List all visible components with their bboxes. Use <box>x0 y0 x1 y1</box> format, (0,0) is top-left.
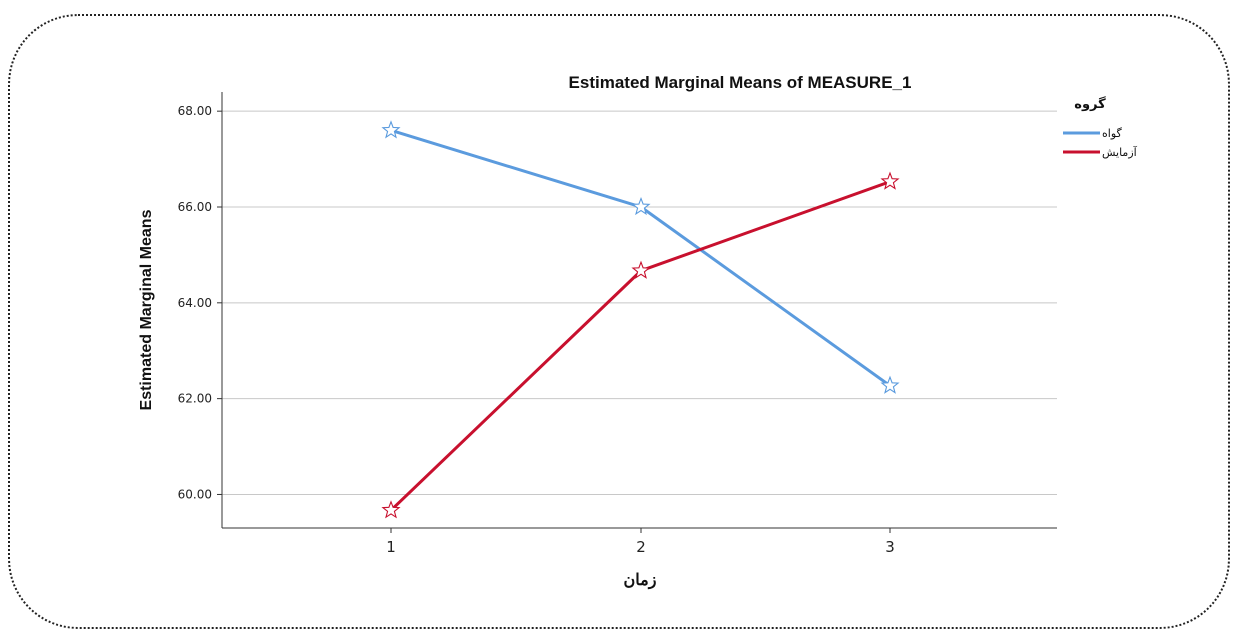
data-point-star <box>880 171 900 190</box>
chart-title: Estimated Marginal Means of MEASURE_1 <box>569 73 912 92</box>
legend-title: گروه <box>1074 96 1106 112</box>
x-tick-label: 3 <box>885 538 895 556</box>
series-line-1 <box>390 128 891 387</box>
y-axis-label: Estimated Marginal Means <box>138 209 155 410</box>
data-point-star <box>880 375 900 394</box>
y-tick-label: 66.00 <box>178 200 212 214</box>
y-tick-label: 68.00 <box>178 104 212 118</box>
x-tick-label: 1 <box>386 538 396 556</box>
data-point-star <box>631 196 651 216</box>
y-tick-label: 62.00 <box>178 392 212 406</box>
legend-label-2: آزمایش <box>1102 145 1138 159</box>
y-axis-ticks: 60.00 62.00 64.00 66.00 68.00 <box>178 104 222 501</box>
series-group <box>381 120 900 519</box>
legend-label-1: گواه <box>1102 127 1123 140</box>
legend: گروه گواه آزمایش <box>1063 96 1138 159</box>
data-point-star <box>381 120 401 139</box>
x-axis-ticks: 1 2 3 <box>386 528 895 556</box>
y-tick-label: 64.00 <box>178 296 212 310</box>
data-point-star <box>631 260 651 279</box>
x-tick-label: 2 <box>636 538 646 556</box>
y-tick-label: 60.00 <box>178 487 212 501</box>
data-point-star <box>381 500 401 519</box>
x-axis-label: زمان <box>624 572 657 590</box>
grid <box>222 110 1057 495</box>
chart-frame <box>8 14 1230 629</box>
series-line-2 <box>389 180 891 512</box>
